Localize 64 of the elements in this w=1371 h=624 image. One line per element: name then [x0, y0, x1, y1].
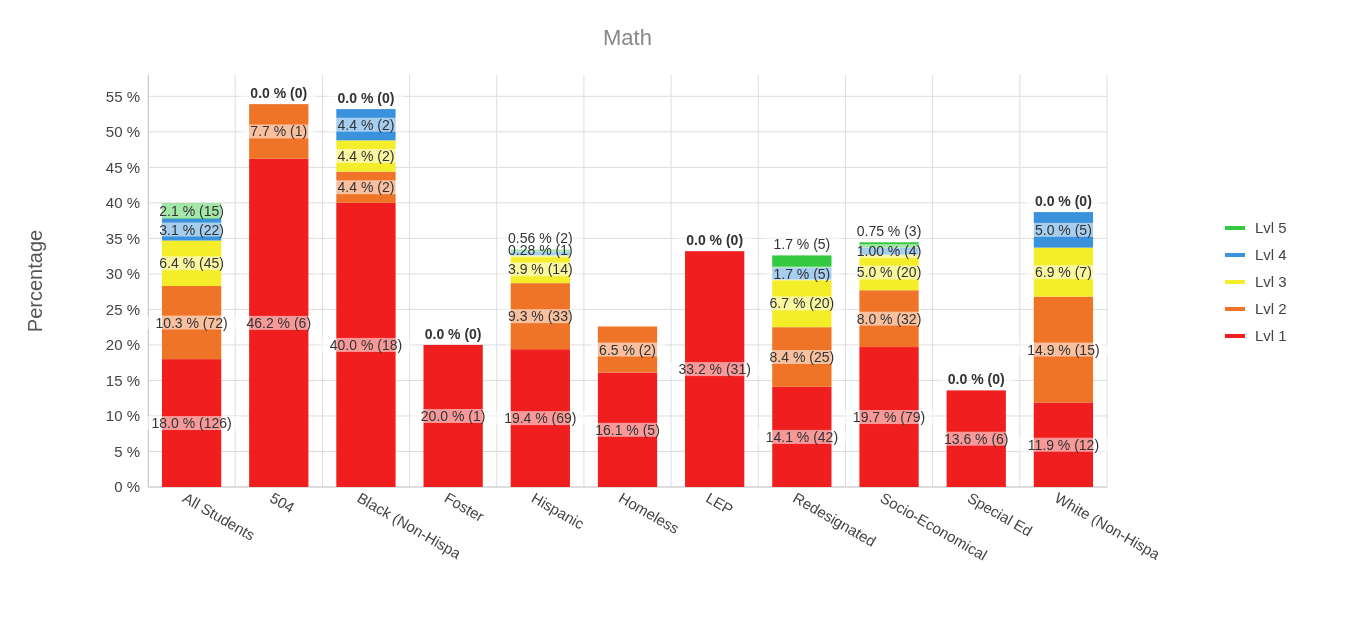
- data-label: 5.0 % (5): [1035, 221, 1092, 238]
- data-label: 16.1 % (5): [595, 421, 660, 438]
- data-label: 6.5 % (2): [599, 341, 656, 358]
- y-tick-label: 40 %: [105, 194, 140, 212]
- bar: [772, 327, 832, 387]
- data-label: 0.75 % (3): [856, 223, 922, 240]
- y-tick-label: 45 %: [105, 158, 140, 176]
- legend-label: Lvl 3: [1255, 273, 1287, 290]
- legend-label: Lvl 1: [1255, 327, 1287, 344]
- y-tick-label: 55 %: [105, 87, 140, 105]
- data-label: 14.1 % (42): [765, 428, 839, 445]
- bar: [597, 372, 658, 487]
- data-label: 46.2 % (6): [246, 314, 312, 331]
- data-label: 3.1 % (22): [159, 221, 224, 238]
- y-tick-label: 0 %: [114, 478, 140, 496]
- data-label: 1.00 % (4): [856, 243, 922, 260]
- y-tick-label: 20 %: [105, 336, 140, 354]
- data-label: 10.3 % (72): [155, 314, 228, 331]
- data-label: 0.0 % (0): [250, 85, 308, 102]
- data-label: 18.0 % (126): [151, 415, 232, 432]
- data-label: 33.2 % (31): [678, 361, 751, 378]
- data-label: 3.9 % (14): [508, 261, 573, 278]
- data-label: 6.9 % (7): [1035, 264, 1092, 281]
- y-tick-label: 25 %: [105, 300, 140, 318]
- data-label: 0.0 % (0): [337, 90, 395, 107]
- y-tick-label: 10 %: [105, 407, 140, 425]
- data-label: 8.0 % (32): [856, 310, 922, 327]
- data-label: 14.9 % (15): [1027, 341, 1100, 358]
- data-label: 2.1 % (15): [159, 203, 224, 220]
- chart-title: Math: [603, 25, 652, 50]
- data-label: 19.4 % (69): [504, 410, 577, 427]
- data-label: 19.7 % (79): [852, 409, 926, 426]
- data-label: 0.0 % (0): [424, 325, 482, 342]
- legend-label: Lvl 5: [1255, 219, 1287, 236]
- x-tick-label: LEP: [703, 488, 737, 518]
- data-label: 1.7 % (5): [773, 265, 831, 282]
- y-tick-label: 15 %: [105, 371, 140, 389]
- y-axis-title: Percentage: [24, 229, 46, 333]
- data-label: 7.7 % (1): [250, 123, 308, 140]
- y-tick-label: 35 %: [105, 229, 140, 247]
- y-tick-label: 50 %: [105, 123, 140, 141]
- bar: [946, 390, 1006, 487]
- data-label: 0.0 % (0): [1035, 193, 1092, 210]
- x-tick-label: 504: [267, 488, 298, 517]
- data-label: 9.3 % (33): [508, 308, 573, 325]
- data-label: 5.0 % (20): [856, 264, 922, 281]
- bar: [859, 290, 919, 348]
- data-label: 11.9 % (12): [1027, 436, 1100, 453]
- data-label: 13.6 % (6): [943, 430, 1009, 447]
- data-label: 6.4 % (45): [159, 255, 224, 272]
- y-tick-label: 30 %: [105, 265, 140, 283]
- data-label: 4.4 % (2): [337, 179, 395, 196]
- data-label: 6.7 % (20): [769, 295, 835, 312]
- data-label: 0.0 % (0): [947, 371, 1005, 388]
- data-label: 8.4 % (25): [769, 349, 835, 366]
- legend-label: Lvl 2: [1255, 300, 1287, 317]
- data-label: 4.4 % (2): [337, 147, 395, 164]
- data-label: 20.0 % (1): [420, 407, 486, 424]
- legend-label: Lvl 4: [1255, 246, 1287, 263]
- data-label: 0.0 % (0): [686, 232, 744, 249]
- data-label: 40.0 % (18): [329, 336, 403, 353]
- y-tick-label: 5 %: [114, 442, 140, 460]
- data-label: 1.7 % (5): [773, 236, 831, 253]
- data-label: 4.4 % (2): [337, 116, 395, 133]
